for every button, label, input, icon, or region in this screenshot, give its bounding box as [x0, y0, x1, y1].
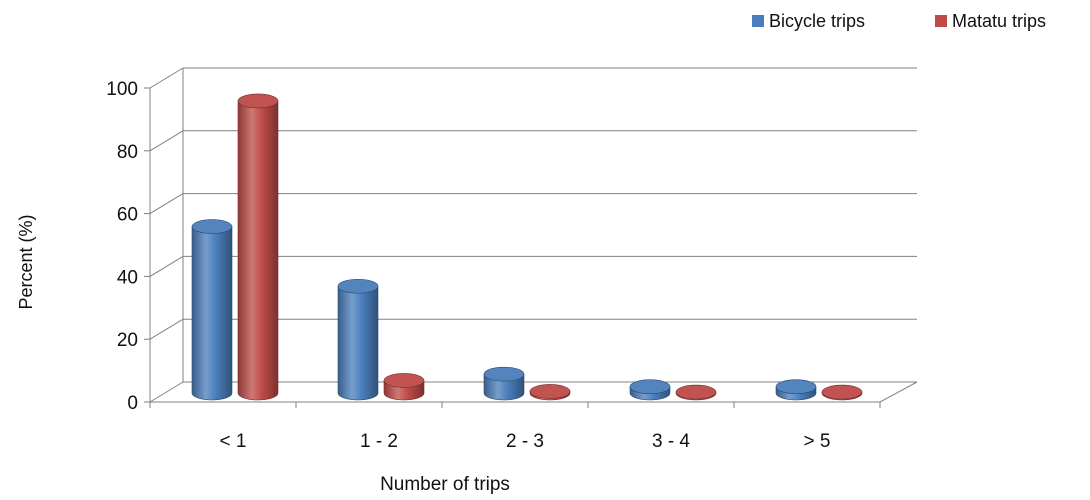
x-tick-label: 1 - 2	[360, 431, 398, 452]
bar-body	[238, 101, 278, 400]
bars	[192, 94, 862, 400]
bar-matatu	[822, 385, 862, 400]
floor-edge	[880, 382, 917, 402]
gridline-depth	[150, 319, 183, 339]
bar-top	[192, 220, 232, 234]
bar-bicycle	[776, 380, 816, 400]
bar-top	[676, 385, 716, 399]
bar-top	[776, 380, 816, 394]
bar-matatu	[676, 385, 716, 400]
legend: Bicycle trips Matatu trips	[752, 11, 1046, 31]
gridline-depth	[150, 382, 183, 402]
x-tick-label: 2 - 3	[506, 431, 544, 452]
y-tick-label: 40	[117, 267, 138, 288]
bar-top	[630, 380, 670, 394]
gridline-depth	[150, 68, 183, 88]
legend-item: Matatu trips	[935, 11, 1046, 31]
gridline-depth	[150, 131, 183, 151]
bar-top	[384, 373, 424, 387]
bar-top	[530, 384, 570, 398]
axis-labels: Percent (%) Number of trips 0 20 40 60 80 100…	[16, 79, 830, 495]
bar-bicycle	[630, 380, 670, 400]
bar-matatu	[530, 384, 570, 400]
bar-top	[484, 367, 524, 381]
legend-swatch	[752, 15, 764, 27]
bar-bicycle	[338, 279, 378, 400]
bar-body	[192, 227, 232, 400]
legend-swatch	[935, 15, 947, 27]
x-axis-title: Number of trips	[380, 474, 510, 495]
gridline-depth	[150, 256, 183, 276]
y-tick-label: 80	[117, 142, 138, 163]
legend-label: Bicycle trips	[769, 11, 865, 31]
y-tick-label: 100	[106, 79, 138, 100]
legend-item: Bicycle trips	[752, 11, 865, 31]
bar-body	[338, 286, 378, 400]
x-tick-label: < 1	[220, 431, 247, 452]
gridline-depth	[150, 194, 183, 214]
y-axis-title: Percent (%)	[16, 214, 36, 309]
legend-label: Matatu trips	[952, 11, 1046, 31]
bar-matatu	[238, 94, 278, 400]
bar-bicycle	[484, 367, 524, 400]
y-tick-label: 60	[117, 205, 138, 226]
bar-bicycle	[192, 220, 232, 400]
bar-top	[238, 94, 278, 108]
bar-matatu	[384, 373, 424, 400]
x-tick-label: 3 - 4	[652, 431, 690, 452]
x-tick-label: > 5	[804, 431, 831, 452]
bar-top	[338, 279, 378, 293]
y-tick-label: 0	[127, 393, 138, 414]
y-tick-label: 20	[117, 330, 138, 351]
bar-top	[822, 385, 862, 399]
